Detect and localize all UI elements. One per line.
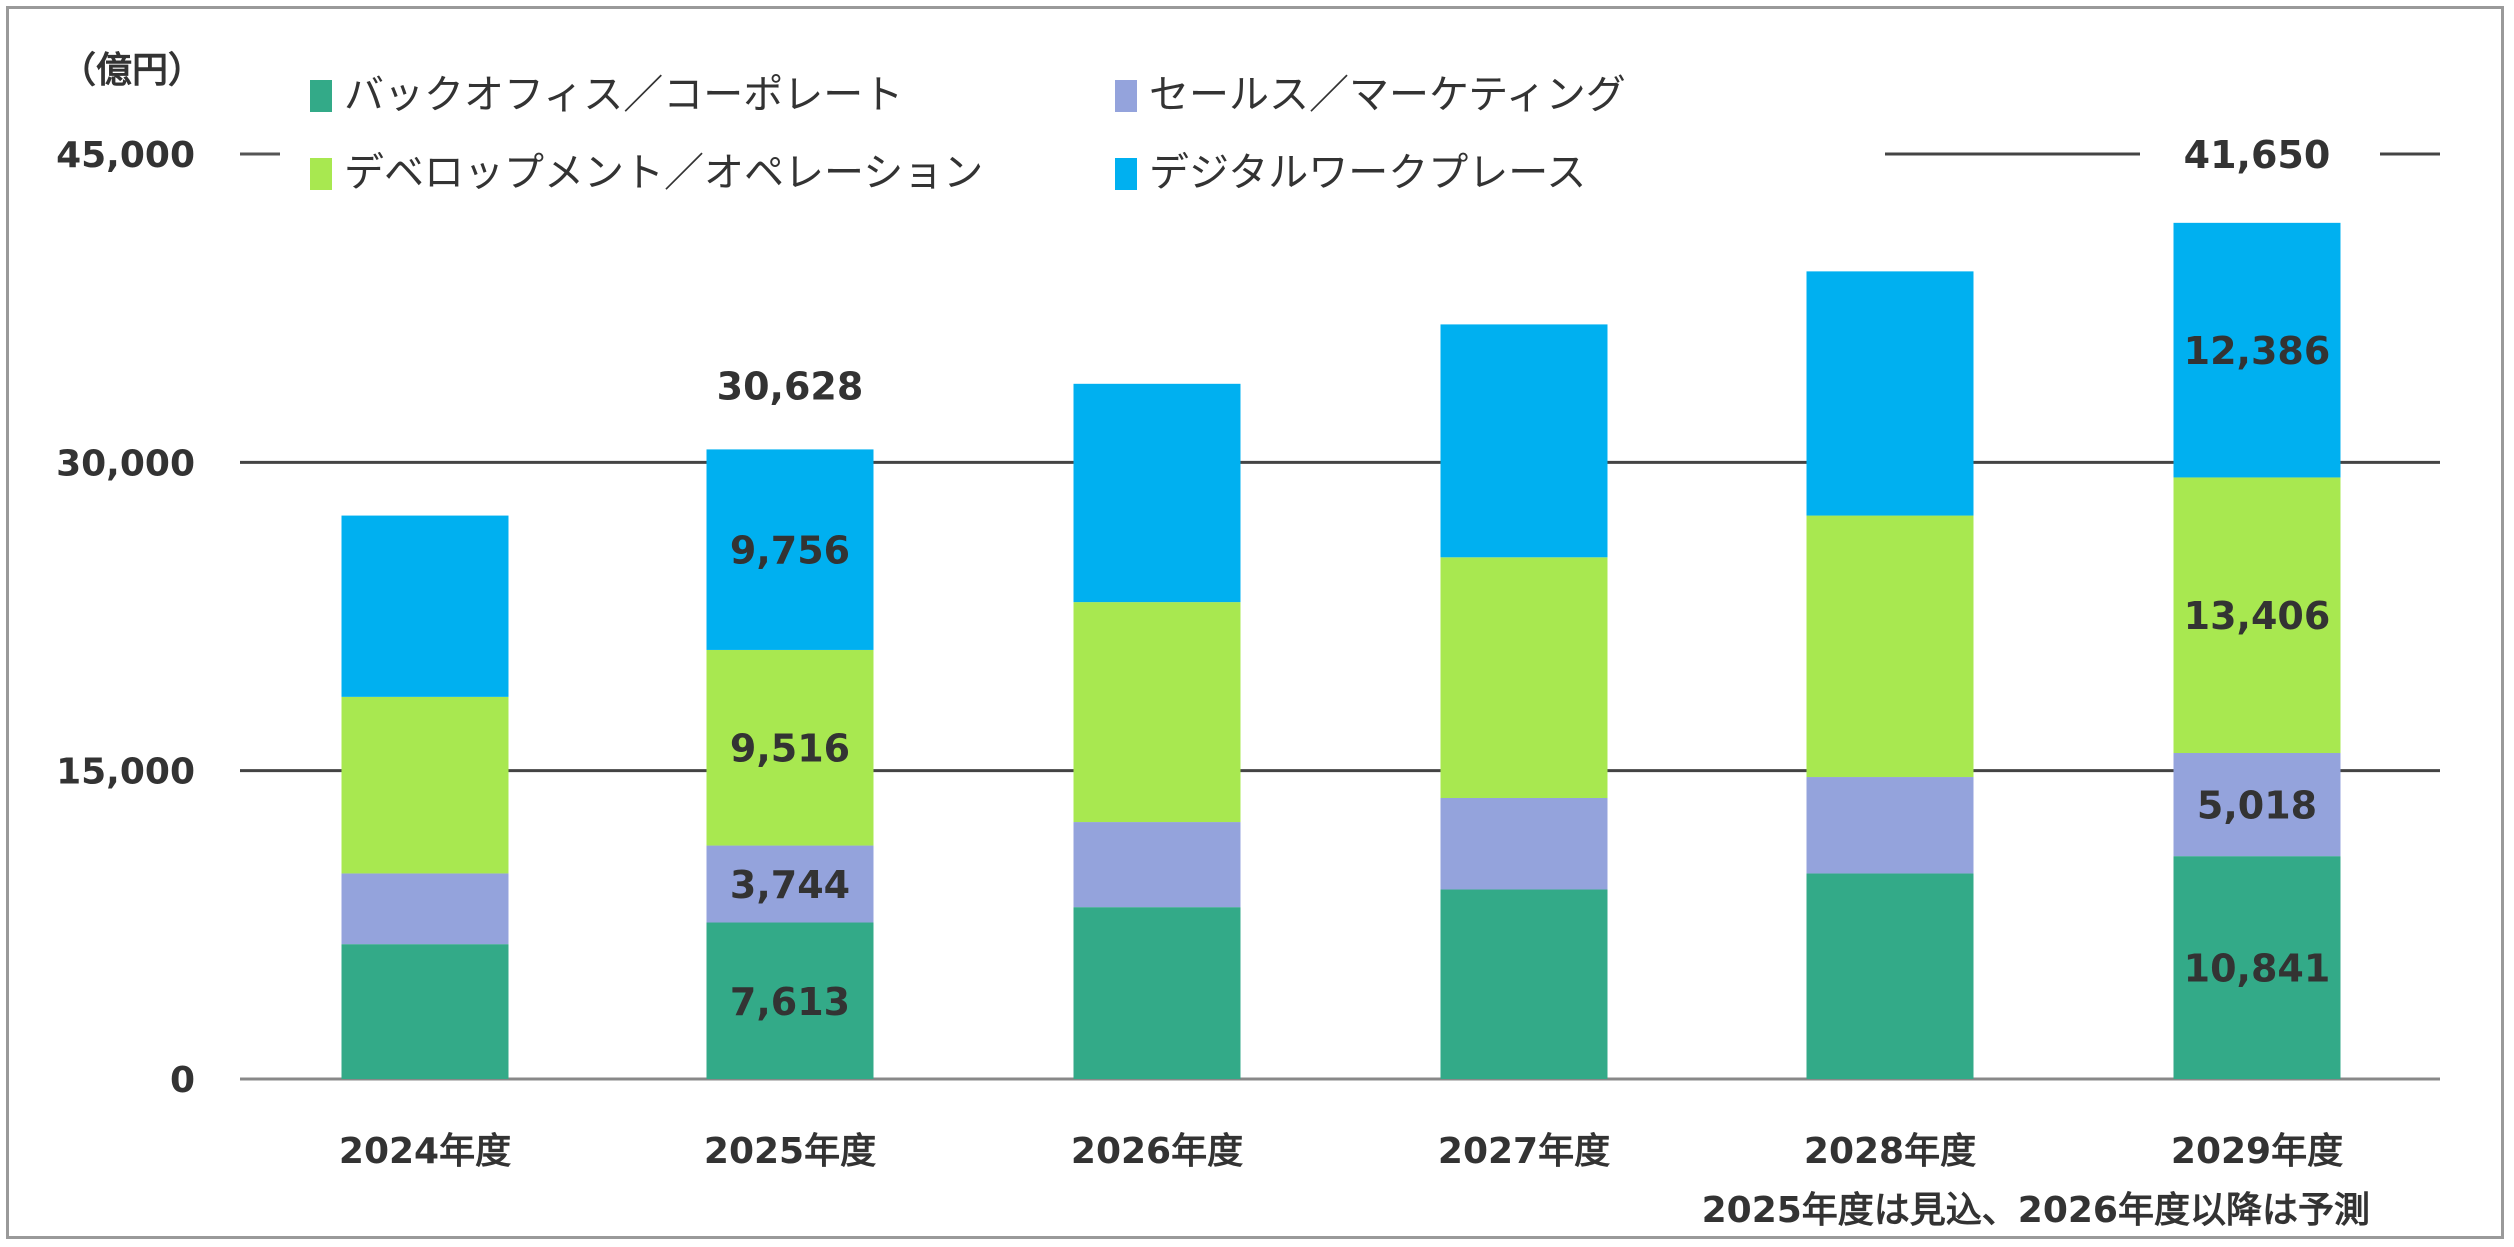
bar-segment bbox=[706, 649, 874, 846]
data-label: 13,406 bbox=[2184, 594, 2331, 638]
bar-segment bbox=[2173, 753, 2341, 857]
data-label: 10,841 bbox=[2184, 947, 2331, 991]
bar-segment bbox=[1440, 557, 1608, 799]
bar-segment bbox=[341, 696, 509, 874]
bar-segment bbox=[341, 515, 509, 697]
bar-segment bbox=[706, 845, 874, 923]
total-label: 41,650 bbox=[2184, 133, 2331, 177]
x-tick-label: 2028年度 bbox=[1804, 1131, 1976, 1172]
data-label: 9,756 bbox=[730, 529, 850, 573]
legend: バックオフィス／コーポレート セールス／マーケティングデベロップメント／オペレーシ… bbox=[310, 72, 1626, 196]
legend-label: デベロップメント／オペレーション bbox=[344, 150, 983, 196]
bar-segment bbox=[341, 944, 509, 1079]
bar-segment bbox=[1806, 873, 1974, 1079]
bar-segment bbox=[1440, 798, 1608, 890]
total-label: 30,628 bbox=[717, 364, 864, 408]
data-labels: 7,613 3,744 9,516 9,756 30,628 10,841 5,018 13,… bbox=[717, 133, 2331, 1024]
legend-label: バックオフィス／コーポレート bbox=[344, 72, 903, 118]
x-axis: 2024年度 2025年度 2026年度 2027年度 2028年度 2029年度 bbox=[339, 1131, 2343, 1172]
gridlines bbox=[240, 152, 2440, 1081]
y-tick-label: 45,000 bbox=[56, 135, 195, 176]
x-tick-label: 2027年度 bbox=[1438, 1131, 1610, 1172]
bars bbox=[341, 222, 2341, 1079]
data-label: 12,386 bbox=[2184, 329, 2331, 373]
y-axis-unit: （億円） bbox=[60, 50, 204, 91]
data-label: 3,744 bbox=[730, 863, 850, 907]
chart-frame bbox=[6, 6, 2504, 1239]
bar-segment bbox=[2173, 222, 2341, 478]
legend-swatch bbox=[1115, 158, 1137, 190]
x-tick-label: 2025年度 bbox=[704, 1131, 876, 1172]
legend-swatch bbox=[1115, 80, 1137, 112]
bar-segment bbox=[1806, 271, 1974, 516]
data-label: 9,516 bbox=[730, 727, 850, 771]
y-tick-label: 0 bbox=[170, 1060, 195, 1101]
bar-segment bbox=[2173, 477, 2341, 754]
data-label: 7,613 bbox=[730, 980, 850, 1024]
footnote: 2025年度は見込、2026年度以降は予測 bbox=[1702, 1190, 2370, 1231]
bar-segment bbox=[1073, 602, 1241, 823]
bar-segment bbox=[1440, 324, 1608, 558]
y-tick-label: 15,000 bbox=[56, 752, 195, 793]
legend-swatch bbox=[310, 158, 332, 190]
legend-swatch bbox=[310, 80, 332, 112]
bar-segment bbox=[1073, 822, 1241, 908]
bar-segment bbox=[1806, 777, 1974, 874]
legend-label: セールス／マーケティング bbox=[1149, 72, 1626, 118]
bar-segment bbox=[706, 922, 874, 1079]
x-tick-label: 2024年度 bbox=[339, 1131, 511, 1172]
x-tick-label: 2029年度 bbox=[2171, 1131, 2343, 1172]
y-tick-label: 30,000 bbox=[56, 443, 195, 484]
bar-segment bbox=[1440, 889, 1608, 1079]
bar-segment bbox=[2173, 856, 2341, 1079]
bar-segment bbox=[1806, 515, 1974, 778]
bar-segment bbox=[1073, 383, 1241, 603]
y-axis: 0 15,000 30,000 45,000 bbox=[56, 135, 195, 1101]
bar-segment bbox=[1073, 907, 1241, 1079]
x-tick-label: 2026年度 bbox=[1071, 1131, 1243, 1172]
data-label: 5,018 bbox=[2197, 784, 2317, 828]
bar-segment bbox=[341, 873, 509, 945]
bar-segment bbox=[706, 449, 874, 650]
legend-label: デジタルワークプレース bbox=[1149, 150, 1586, 196]
